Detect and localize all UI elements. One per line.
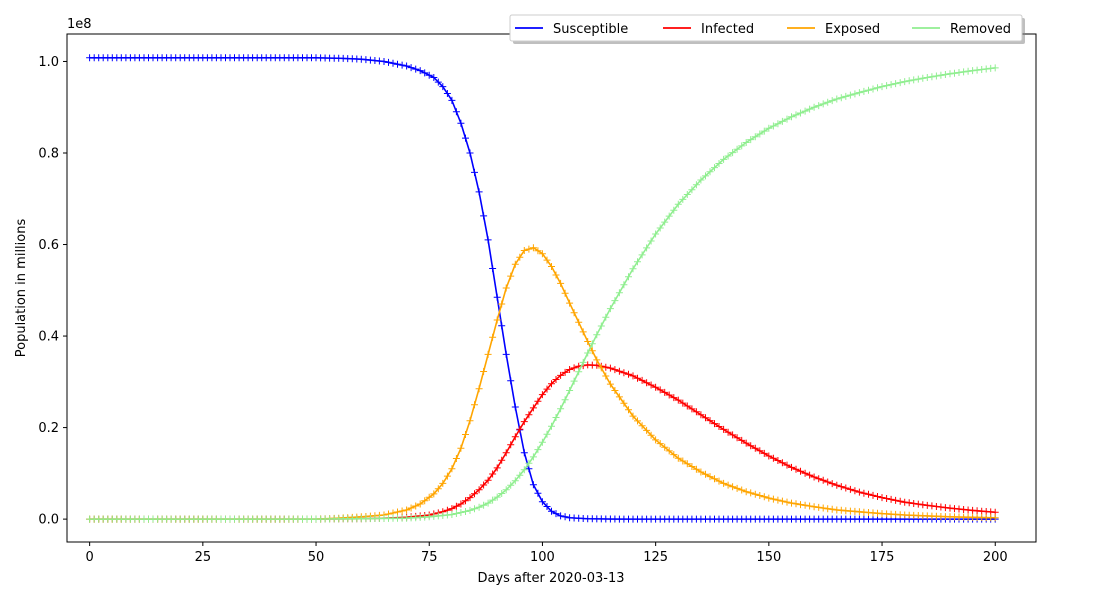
x-tick-label: 25 [195,550,212,565]
legend-items: Susceptible Infected Exposed Removed [515,22,1011,37]
legend: Susceptible Infected Exposed Removed [509,14,1025,44]
y-tick-label: 0.2 [38,421,59,436]
series-markers [86,54,999,523]
legend-item-susceptible: Susceptible [515,22,628,37]
y-axis: 0.0 0.2 0.4 0.6 0.8 1.0 [38,55,67,528]
legend-item-infected: Infected [663,22,754,37]
series-markers [86,64,999,523]
series-susceptible [86,54,999,523]
x-tick-label: 75 [421,550,438,565]
x-tick-label: 175 [870,550,895,565]
legend-box [509,14,1023,42]
legend-item-exposed: Exposed [787,22,880,37]
y-tick-label: 0.4 [38,330,59,345]
x-tick-label: 50 [308,550,325,565]
legend-label: Infected [701,22,754,37]
y-tick-label: 0.6 [38,238,59,253]
x-tick-label: 125 [643,550,668,565]
legend-label: Removed [950,22,1011,37]
x-axis: 0 25 50 75 100 125 150 175 200 [85,542,1008,565]
x-axis-label: Days after 2020-03-13 [477,571,624,586]
series-removed [86,64,999,523]
x-tick-label: 200 [983,550,1008,565]
x-tick-label: 100 [530,550,555,565]
x-tick-label: 0 [85,550,93,565]
y-axis-label: Population in millions [14,219,29,358]
y-tick-label: 0.0 [38,513,59,528]
y-tick-label: 1.0 [38,55,59,70]
legend-item-removed: Removed [912,22,1011,37]
y-tick-label: 0.8 [38,146,59,161]
y-offset-label: 1e8 [67,17,92,32]
legend-label: Susceptible [553,22,628,37]
series-layer [86,54,999,523]
x-tick-label: 150 [756,550,781,565]
legend-label: Exposed [825,22,880,37]
